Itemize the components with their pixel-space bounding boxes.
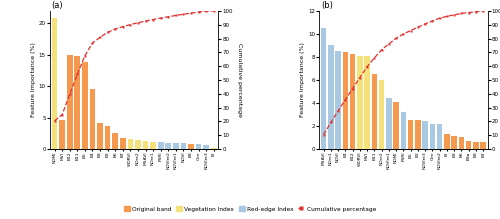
Bar xyxy=(452,136,457,149)
Bar xyxy=(52,18,58,149)
Bar xyxy=(82,62,87,149)
Bar xyxy=(166,143,171,149)
Y-axis label: Cumulative percentage: Cumulative percentage xyxy=(237,43,242,117)
Bar xyxy=(196,144,202,149)
Bar xyxy=(437,124,442,149)
Bar xyxy=(408,120,414,149)
Legend: Original band, Vegetation Index, Red-edge Index, Cumulative percentage: Original band, Vegetation Index, Red-edg… xyxy=(122,204,378,214)
Bar xyxy=(466,141,471,149)
Bar xyxy=(321,28,326,149)
Bar xyxy=(458,137,464,149)
Bar xyxy=(204,145,209,149)
Bar xyxy=(173,143,178,149)
Bar xyxy=(97,123,103,149)
Bar xyxy=(350,54,356,149)
Bar xyxy=(105,126,110,149)
Bar xyxy=(364,56,370,149)
Text: (a): (a) xyxy=(52,1,64,10)
Bar xyxy=(394,102,399,149)
Bar xyxy=(120,138,126,149)
Bar xyxy=(74,56,80,149)
Bar xyxy=(473,142,478,149)
Bar xyxy=(128,139,133,149)
Bar xyxy=(158,142,164,149)
Bar xyxy=(188,144,194,149)
Bar xyxy=(342,52,348,149)
Bar xyxy=(328,45,334,149)
Bar xyxy=(112,133,118,149)
Bar xyxy=(211,148,216,149)
Y-axis label: Feature Importance (%): Feature Importance (%) xyxy=(300,42,306,117)
Bar xyxy=(379,80,384,149)
Bar xyxy=(430,124,435,149)
Text: (b): (b) xyxy=(321,1,333,10)
Bar xyxy=(444,134,450,149)
Bar xyxy=(386,98,392,149)
Bar xyxy=(372,74,377,149)
Bar xyxy=(400,112,406,149)
Bar xyxy=(415,120,420,149)
Bar xyxy=(480,142,486,149)
Bar xyxy=(422,121,428,149)
Bar xyxy=(150,142,156,149)
Bar xyxy=(357,56,362,149)
Bar xyxy=(135,140,141,149)
Bar xyxy=(180,143,186,149)
Bar xyxy=(90,89,96,149)
Bar xyxy=(67,55,72,149)
Bar xyxy=(60,120,65,149)
Bar xyxy=(142,141,148,149)
Y-axis label: Feature Importance (%): Feature Importance (%) xyxy=(31,42,36,117)
Bar xyxy=(336,51,341,149)
